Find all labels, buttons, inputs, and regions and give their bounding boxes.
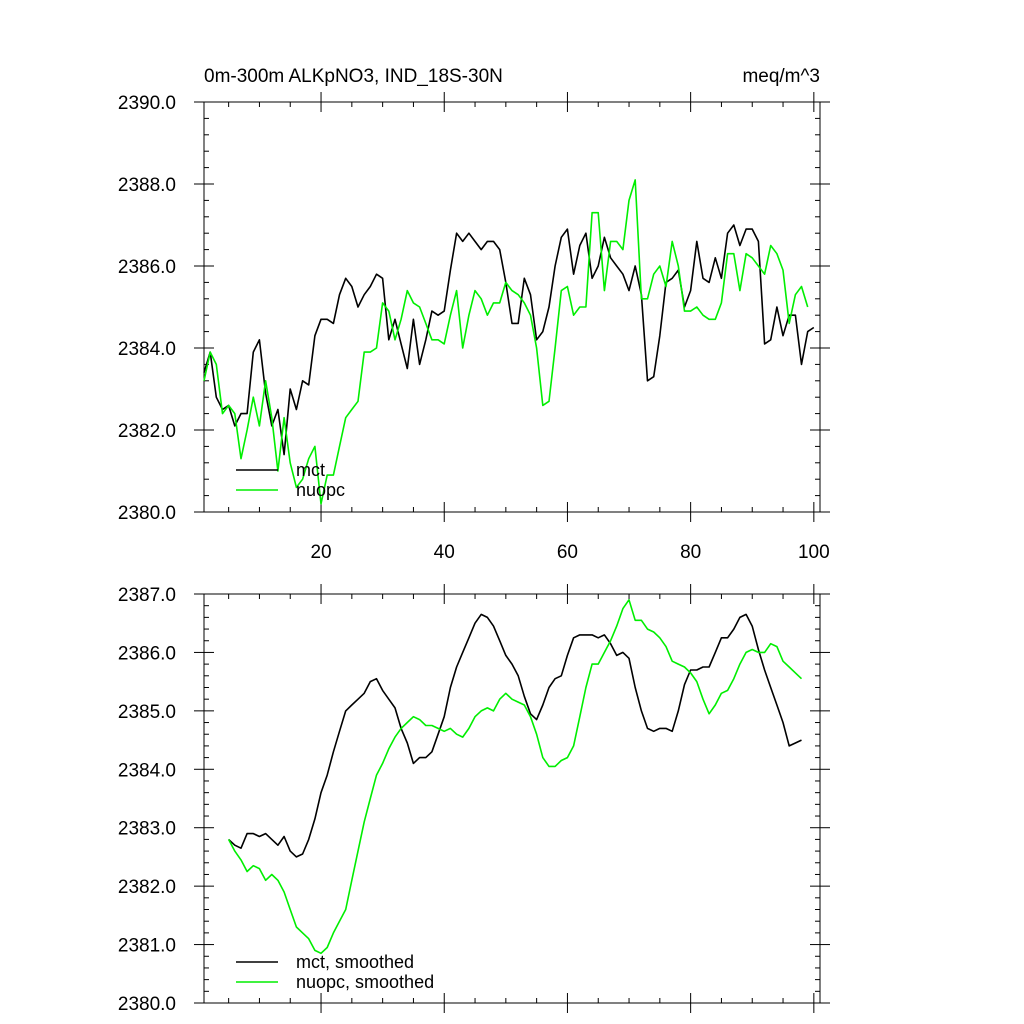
y-tick-label: 2382.0 bbox=[118, 421, 176, 442]
plot-frame bbox=[203, 101, 821, 513]
y-tick-label: 2385.0 bbox=[118, 702, 176, 723]
y-tick-label: 2382.0 bbox=[118, 877, 176, 898]
y-tick-label: 2390.0 bbox=[118, 93, 176, 114]
y-tick-label: 2380.0 bbox=[118, 503, 176, 524]
y-tick-label: 2386.0 bbox=[118, 257, 176, 278]
y-tick-label: 2383.0 bbox=[118, 819, 176, 840]
y-tick-label: 2384.0 bbox=[118, 760, 176, 781]
y-tick-label: 2388.0 bbox=[118, 175, 176, 196]
series-line-nuopc-smoothed bbox=[227, 598, 803, 955]
y-tick-label: 2386.0 bbox=[118, 643, 176, 664]
legend-label: mct, smoothed bbox=[296, 952, 414, 972]
legend-label: mct bbox=[296, 460, 325, 480]
x-tick-label: 60 bbox=[557, 542, 578, 563]
top-panel: 20 40 60 80 100 2380.0 2382.0 2384.0 2386.0 2388.… bbox=[118, 92, 830, 563]
chart-title: 0m-300m ALKpNO3, IND_18S-30N bbox=[204, 66, 503, 87]
y-tick-label: 2387.0 bbox=[118, 585, 176, 606]
x-tick-label: 80 bbox=[680, 542, 701, 563]
plot-frame bbox=[203, 593, 821, 1004]
y-tick-label: 2380.0 bbox=[118, 994, 176, 1015]
series-line-mct bbox=[203, 224, 815, 456]
x-tick-label: 40 bbox=[434, 542, 455, 563]
series-line-nuopc bbox=[203, 179, 809, 505]
y-tick-label: 2381.0 bbox=[118, 936, 176, 957]
x-tick-label: 20 bbox=[310, 542, 331, 563]
x-tick-label: 100 bbox=[798, 542, 830, 563]
legend-label: nuopc bbox=[296, 480, 345, 500]
bottom-panel: 2380.0 2381.0 2382.0 2383.0 2384.0 2385.0 2386… bbox=[118, 584, 830, 1015]
series-line-mct-smoothed bbox=[228, 613, 802, 858]
legend-label: nuopc, smoothed bbox=[296, 972, 434, 992]
y-tick-label: 2384.0 bbox=[118, 339, 176, 360]
chart-units: meq/m^3 bbox=[742, 66, 820, 87]
